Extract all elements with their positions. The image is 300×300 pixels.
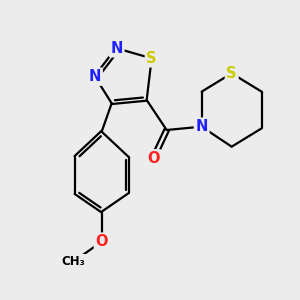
- Text: CH₃: CH₃: [61, 255, 85, 268]
- Text: O: O: [95, 234, 108, 249]
- Text: N: N: [89, 69, 101, 84]
- Text: O: O: [147, 151, 160, 166]
- Text: N: N: [110, 41, 123, 56]
- Text: S: S: [226, 66, 237, 81]
- Text: N: N: [196, 119, 208, 134]
- Text: S: S: [146, 51, 157, 66]
